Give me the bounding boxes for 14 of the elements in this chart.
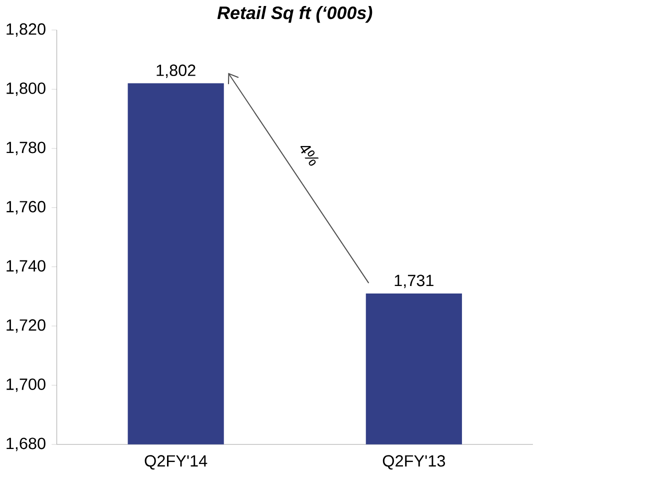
- y-tick-label: 1,780: [6, 142, 46, 156]
- y-tick-label: 1,680: [6, 438, 46, 452]
- y-tick-label: 1,720: [6, 319, 46, 333]
- data-label: 1,802: [156, 64, 196, 78]
- y-tick-label: 1,740: [6, 260, 46, 274]
- data-label: 1,731: [394, 274, 434, 288]
- annotation: 4%: [300, 146, 319, 166]
- y-tick-label: 1,800: [6, 82, 46, 96]
- y-tick-label: 1,700: [6, 378, 46, 392]
- y-tick-label: 1,820: [6, 23, 46, 37]
- x-tick-label: Q2FY'13: [382, 455, 445, 470]
- x-tick-label: Q2FY'14: [144, 455, 208, 470]
- chart-title: Retail Sq ft (‘000s): [217, 6, 372, 23]
- y-tick-label: 1,760: [6, 200, 46, 214]
